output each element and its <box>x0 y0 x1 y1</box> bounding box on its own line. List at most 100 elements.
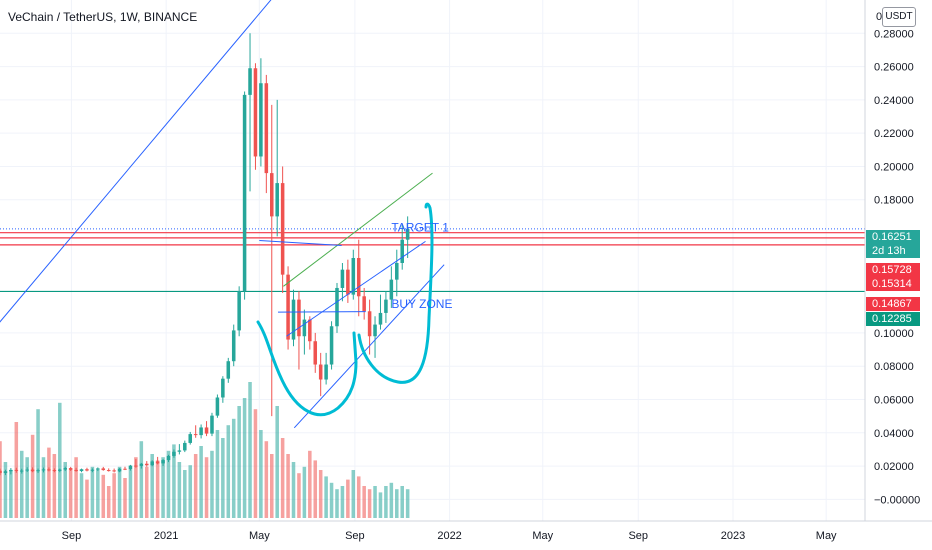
volume-bar <box>101 474 106 518</box>
candle-body <box>19 470 24 472</box>
candle-body <box>0 470 2 474</box>
candle-body <box>264 83 269 174</box>
volume-bar <box>373 486 377 518</box>
volume-bar <box>128 470 133 518</box>
candle-body <box>30 469 35 472</box>
volume-bar <box>286 454 290 518</box>
volume-bar <box>68 470 73 518</box>
candle-body <box>36 470 40 472</box>
volume-bar <box>259 430 263 518</box>
volume-bar <box>297 473 301 518</box>
trend-line <box>283 172 433 287</box>
volume-bar <box>308 450 312 518</box>
time-tick-label: Sep <box>62 530 82 542</box>
candle-body <box>242 94 247 292</box>
volume-bar <box>166 450 171 518</box>
volume-bar <box>204 457 209 518</box>
candle-body <box>25 469 29 471</box>
time-tick-label: Sep <box>628 530 648 542</box>
trend-line <box>259 240 342 247</box>
time-tick-label: 2021 <box>154 530 178 542</box>
candle-body <box>112 470 116 472</box>
candle-body <box>335 287 339 327</box>
chart-grid <box>0 0 865 521</box>
volume-bar <box>291 462 296 518</box>
volume-bar <box>85 479 89 518</box>
candle-body <box>63 468 67 470</box>
candlesticks <box>0 33 410 476</box>
candle-body <box>172 451 176 456</box>
candle-body <box>106 470 111 472</box>
top-axis-value: 0 <box>876 11 883 23</box>
volume-bar <box>346 479 350 518</box>
volume-bar <box>79 473 84 518</box>
candle-body <box>123 468 127 470</box>
price-tag-countdown: 2d 13h <box>866 244 920 258</box>
price-tick-label: 0.20000 <box>874 161 914 173</box>
volume-bar <box>242 398 247 518</box>
volume-bar <box>395 489 399 518</box>
volume-bar <box>253 409 258 518</box>
trend-line <box>286 240 426 337</box>
volume-bar <box>324 476 328 518</box>
volume-bar <box>58 402 62 518</box>
chart-annotations: TARGET 1 BUY ZONE <box>391 220 452 311</box>
candle-body <box>215 397 220 416</box>
volume-bar <box>275 406 279 518</box>
volume-bar <box>362 486 366 518</box>
volume-bar <box>90 466 95 518</box>
volume-bar <box>106 486 111 518</box>
candle-body <box>52 470 57 472</box>
candle-body <box>3 471 8 474</box>
volume-bar <box>74 457 78 518</box>
trend-line <box>0 0 272 323</box>
time-tick-label: Sep <box>345 530 365 542</box>
candle-body <box>237 291 241 331</box>
candle-body <box>210 415 214 434</box>
candle-body <box>373 324 377 337</box>
candle-body <box>313 341 318 365</box>
price-tag: 0.12285 <box>866 312 920 326</box>
volume-bar <box>0 441 2 518</box>
time-axis[interactable]: Sep 2021 May Sep 2022 May Sep 2023 May <box>62 530 837 542</box>
candle-body <box>324 364 328 380</box>
volume-bar <box>215 430 220 518</box>
currency-unit-button[interactable]: USDT <box>882 7 916 27</box>
volume-bar <box>41 457 46 518</box>
candle-body <box>183 442 187 451</box>
volume-bar <box>183 470 187 518</box>
candle-body <box>405 228 410 240</box>
time-tick-label: 2022 <box>437 530 461 542</box>
price-tick-label: 0.28000 <box>874 28 914 40</box>
hand-drawn-handle <box>357 202 434 384</box>
candle-body <box>58 469 62 471</box>
candle-body <box>90 469 95 471</box>
volume-bar <box>367 489 372 518</box>
volume-bar <box>63 462 67 518</box>
candle-body <box>362 296 366 312</box>
volume-bar <box>161 457 165 518</box>
volume-bar <box>210 450 214 518</box>
time-tick-label: May <box>816 530 837 542</box>
volume-bar <box>318 470 323 518</box>
price-tag: 0.15314 <box>866 277 920 291</box>
candle-body <box>221 378 225 398</box>
candle-body <box>308 319 312 342</box>
candle-body <box>291 299 296 340</box>
candle-body <box>400 239 404 263</box>
candle-body <box>9 469 13 472</box>
volume-bar <box>9 470 13 518</box>
volume-bar <box>248 382 252 518</box>
candle-body <box>318 364 323 380</box>
volume-bar <box>389 482 394 518</box>
volume-bar <box>117 466 122 518</box>
volume-bar <box>19 450 24 518</box>
candle-body <box>270 173 274 217</box>
candle-body <box>79 469 84 472</box>
price-tick-label: 0.24000 <box>874 95 914 107</box>
candle-body <box>139 463 144 466</box>
price-axis[interactable]: 0.28000 0.26000 0.24000 0.22000 0.20000 0.180… <box>874 28 920 506</box>
hand-drawn-cup-and-handle <box>256 202 434 417</box>
price-tick-label: 0.22000 <box>874 128 914 140</box>
